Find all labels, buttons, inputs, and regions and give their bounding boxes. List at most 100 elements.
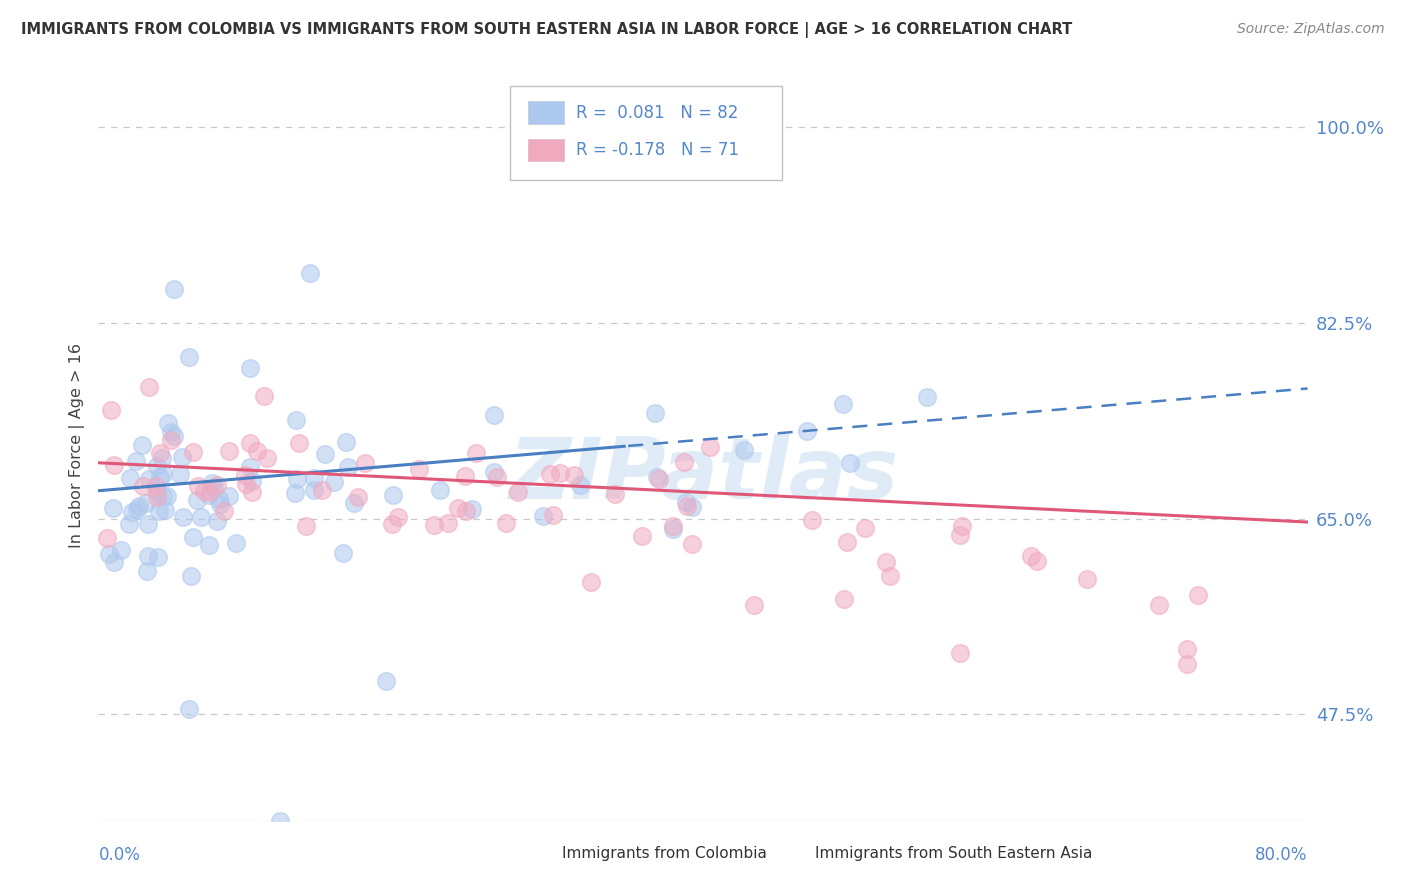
Point [374,673,396,688]
Point [408,461,430,475]
Point [156,489,179,503]
Point [256,451,278,466]
Point [239,360,262,375]
Point [208,497,231,511]
Point [253,389,276,403]
Point [423,517,446,532]
Point [495,516,517,531]
Point [193,483,215,498]
Point [681,537,703,551]
Point [853,520,876,534]
Point [506,484,529,499]
Point [157,416,180,430]
Point [179,702,201,716]
Point [672,454,695,468]
FancyBboxPatch shape [527,846,554,862]
Y-axis label: In Labor Force | Age > 16: In Labor Force | Age > 16 [69,343,84,549]
Point [138,472,160,486]
Text: Source: ZipAtlas.com: Source: ZipAtlas.com [1237,22,1385,37]
Point [145,478,167,492]
Point [381,488,404,502]
Point [568,478,591,492]
Point [225,536,247,550]
Point [323,475,346,489]
Point [239,460,262,475]
Point [285,473,308,487]
Point [150,450,173,465]
Point [796,425,818,439]
Point [284,485,307,500]
Point [335,435,357,450]
Point [299,266,322,280]
Text: R = -0.178   N = 71: R = -0.178 N = 71 [576,141,740,159]
Point [120,471,142,485]
Point [332,546,354,560]
Point [284,412,307,426]
Point [311,483,333,497]
Point [246,443,269,458]
Point [103,555,125,569]
Point [146,550,169,565]
Point [465,445,488,459]
Point [832,592,855,607]
Point [1187,588,1209,602]
Point [631,529,654,543]
Point [1149,598,1171,612]
Point [436,516,458,530]
Point [198,488,221,502]
Point [800,513,823,527]
Text: 0.0%: 0.0% [98,846,141,863]
Point [146,490,169,504]
Point [875,555,897,569]
Point [454,469,477,483]
Point [121,504,143,518]
Point [100,403,122,417]
Point [949,528,972,542]
Point [1025,554,1047,568]
Point [96,531,118,545]
Point [149,470,172,484]
Point [131,438,153,452]
Point [485,470,508,484]
Point [288,436,311,450]
Point [181,530,204,544]
Point [160,425,183,440]
Point [187,478,209,492]
Point [190,510,212,524]
Point [200,476,222,491]
Point [950,519,973,533]
Point [564,468,586,483]
Point [387,509,409,524]
Point [127,502,149,516]
Point [838,456,860,470]
Point [136,564,159,578]
Point [218,489,240,503]
Point [146,459,169,474]
Point [354,456,377,470]
FancyBboxPatch shape [527,139,564,161]
Point [733,442,755,457]
Point [125,454,148,468]
Point [205,514,228,528]
Point [347,490,370,504]
Point [136,549,159,563]
Point [879,569,901,583]
Point [148,504,170,518]
Point [198,485,221,500]
Point [235,476,257,491]
Point [132,479,155,493]
Point [461,502,484,516]
Point [294,519,316,533]
Point [186,493,208,508]
Point [169,467,191,482]
Point [456,504,478,518]
Point [240,485,263,500]
Point [1175,642,1198,657]
Point [541,508,564,523]
Point [152,467,174,482]
Point [538,467,561,481]
Point [304,483,326,498]
Point [183,445,205,459]
Text: 80.0%: 80.0% [1256,846,1308,863]
Point [163,429,186,443]
